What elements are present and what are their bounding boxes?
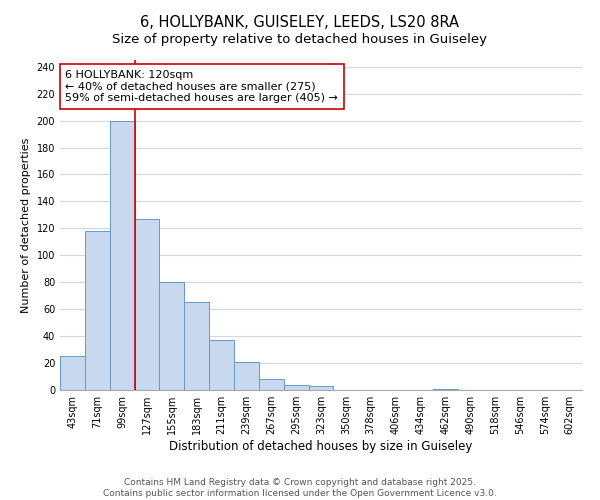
Bar [308, 386, 334, 390]
Y-axis label: Number of detached properties: Number of detached properties [21, 138, 31, 312]
Bar [134, 219, 160, 390]
Bar [85, 231, 110, 390]
Bar [284, 384, 308, 390]
Bar [234, 362, 259, 390]
Text: Size of property relative to detached houses in Guiseley: Size of property relative to detached ho… [113, 32, 487, 46]
Bar [433, 388, 458, 390]
Bar [184, 302, 209, 390]
Bar [209, 340, 234, 390]
Bar [160, 282, 184, 390]
X-axis label: Distribution of detached houses by size in Guiseley: Distribution of detached houses by size … [169, 440, 473, 453]
Text: 6 HOLLYBANK: 120sqm
← 40% of detached houses are smaller (275)
59% of semi-detac: 6 HOLLYBANK: 120sqm ← 40% of detached ho… [65, 70, 338, 103]
Bar [110, 120, 134, 390]
Bar [60, 356, 85, 390]
Text: Contains HM Land Registry data © Crown copyright and database right 2025.
Contai: Contains HM Land Registry data © Crown c… [103, 478, 497, 498]
Text: 6, HOLLYBANK, GUISELEY, LEEDS, LS20 8RA: 6, HOLLYBANK, GUISELEY, LEEDS, LS20 8RA [140, 15, 460, 30]
Bar [259, 379, 284, 390]
